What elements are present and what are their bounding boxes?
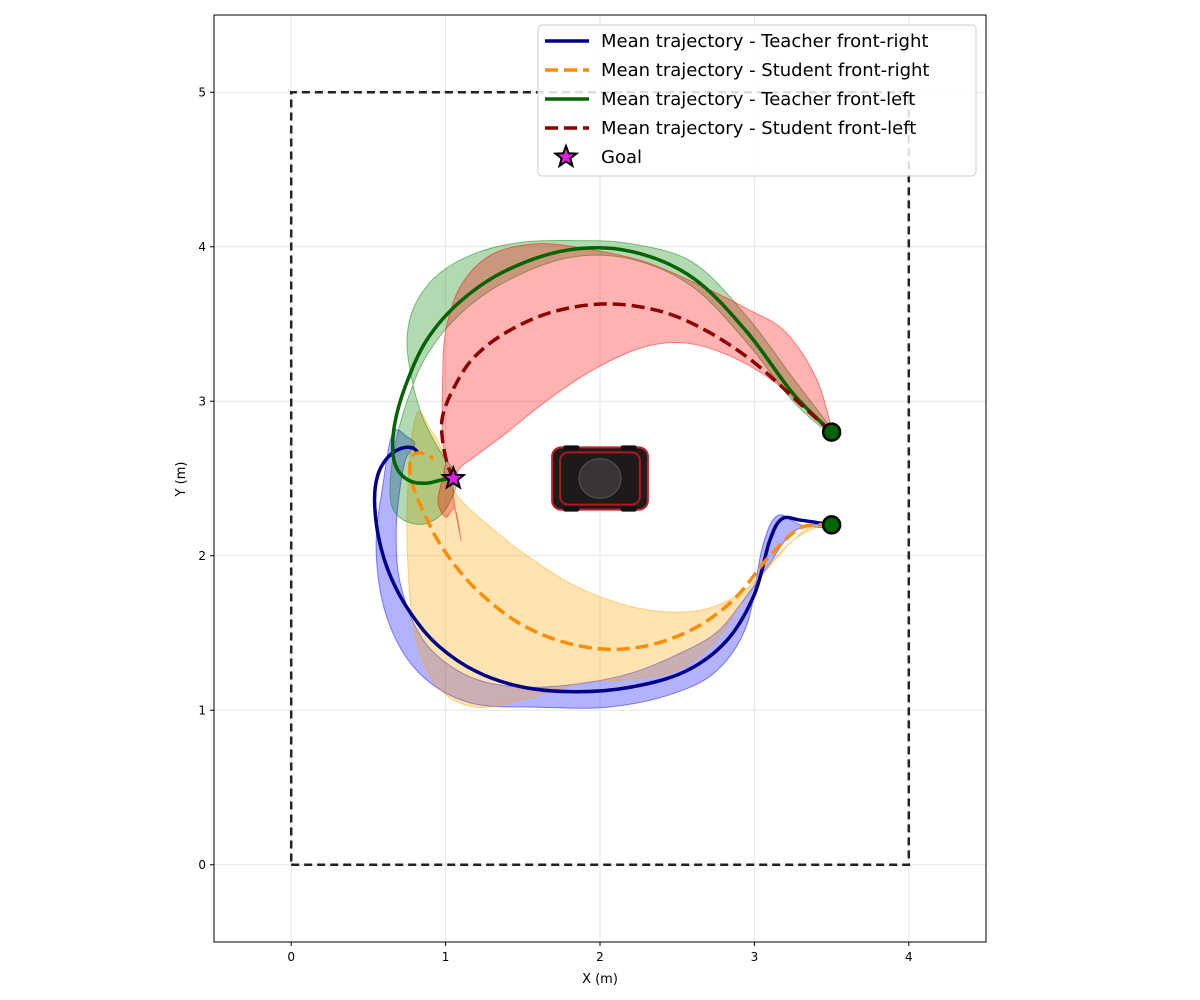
plot-area <box>289 91 911 866</box>
legend-box <box>537 24 977 177</box>
ticks: 0 1 2 3 4 0 1 2 3 4 5 <box>198 85 912 964</box>
car-wheel <box>620 445 637 451</box>
uncertainty-band <box>375 429 836 709</box>
x-tick-label: 2 <box>596 950 604 964</box>
mean-trajectory-line <box>408 451 832 652</box>
mean-trajectory-line <box>372 445 832 694</box>
car-stripe <box>559 451 641 506</box>
x-axis-label: X (m) <box>582 972 618 987</box>
legend-label: Mean trajectory - Teacher front-right <box>601 31 928 52</box>
y-tick-label: 3 <box>198 394 206 408</box>
car-wheel <box>563 506 580 512</box>
x-tick-label: 1 <box>442 950 450 964</box>
y-tick-label: 2 <box>198 549 206 563</box>
legend-goal-swatch <box>552 143 580 169</box>
mean-trajectory-line <box>390 245 833 485</box>
car-wheel <box>563 445 580 451</box>
car-wheel <box>620 506 637 512</box>
legend-label: Goal <box>601 147 642 168</box>
legend-label: Mean trajectory - Student front-right <box>601 60 929 81</box>
mean-trajectory-line <box>439 302 833 480</box>
car-cabin <box>578 458 622 499</box>
x-tick-label: 0 <box>287 950 295 964</box>
boundary-layer <box>289 91 911 866</box>
legend-label: Mean trajectory - Student front-left <box>601 118 916 139</box>
x-tick-label: 4 <box>905 950 913 964</box>
y-axis-label: Y (m) <box>174 462 189 498</box>
marker-layer <box>440 422 842 535</box>
workspace-boundary <box>289 91 911 866</box>
y-tick-label: 0 <box>198 858 206 872</box>
start-point-marker <box>821 515 842 535</box>
legend-label: Mean trajectory - Teacher front-left <box>601 89 915 110</box>
y-tick-label: 4 <box>198 240 206 254</box>
goal-marker <box>440 464 467 490</box>
line-layer <box>372 245 833 694</box>
x-tick-label: 3 <box>751 950 759 964</box>
y-tick-label: 1 <box>198 703 206 717</box>
car-obstacle <box>551 445 649 512</box>
y-tick-label: 5 <box>198 85 206 99</box>
legend: Mean trajectory - Teacher front-right Mea… <box>537 24 977 177</box>
start-point-marker <box>821 422 842 442</box>
